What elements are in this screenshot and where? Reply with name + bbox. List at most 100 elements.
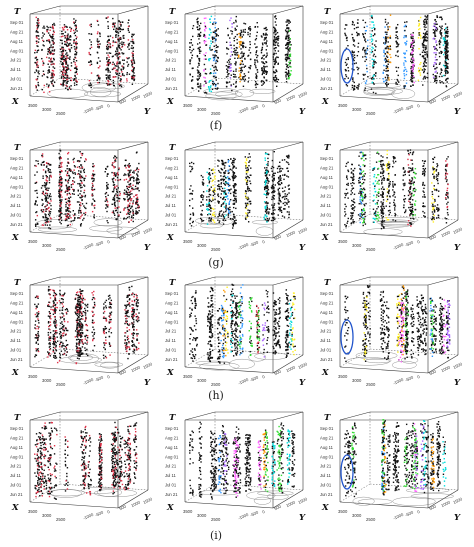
data-point <box>288 48 290 50</box>
data-point <box>215 66 217 68</box>
data-point <box>106 52 108 54</box>
data-point <box>433 214 435 217</box>
data-point <box>231 223 234 225</box>
data-point <box>245 218 247 221</box>
data-point <box>66 215 69 217</box>
data-point <box>352 39 354 41</box>
data-point <box>227 207 230 210</box>
data-point <box>380 201 382 203</box>
data-point <box>59 176 61 179</box>
data-point <box>229 70 231 72</box>
data-point <box>67 216 70 218</box>
data-point <box>123 218 125 220</box>
data-point <box>383 64 385 67</box>
data-point <box>35 165 37 167</box>
data-point <box>60 212 62 215</box>
data-point <box>240 75 242 77</box>
data-point <box>233 203 235 206</box>
data-point <box>433 218 435 220</box>
data-point <box>385 33 387 35</box>
data-point <box>117 179 119 182</box>
data-point <box>74 64 77 66</box>
data-point <box>432 168 435 171</box>
data-point <box>419 34 421 36</box>
data-point <box>36 19 39 22</box>
data-point <box>364 49 367 51</box>
data-point <box>37 84 39 86</box>
data-point <box>404 24 407 27</box>
data-point <box>409 186 412 188</box>
data-point <box>111 211 114 214</box>
data-point <box>225 207 227 209</box>
data-point <box>60 178 63 180</box>
data-point <box>435 23 437 25</box>
data-point <box>373 174 376 176</box>
data-point <box>220 183 222 185</box>
data-point <box>210 217 213 220</box>
data-point <box>445 62 448 64</box>
data-point <box>47 50 50 53</box>
data-point <box>68 185 70 188</box>
data-point <box>434 62 437 64</box>
data-point <box>60 190 62 192</box>
data-point <box>232 174 235 177</box>
data-point <box>50 176 52 178</box>
data-point <box>277 56 279 59</box>
data-point <box>384 18 387 21</box>
data-point <box>75 37 77 40</box>
data-point <box>375 62 377 64</box>
data-point <box>74 173 77 175</box>
data-point <box>361 209 363 212</box>
data-point <box>285 30 288 33</box>
data-point <box>225 180 227 183</box>
data-point <box>411 71 413 74</box>
data-point <box>373 168 375 170</box>
data-point <box>372 217 374 220</box>
data-point <box>53 49 56 51</box>
data-point <box>222 198 224 200</box>
data-point <box>227 209 230 211</box>
data-point <box>280 179 282 182</box>
data-point <box>76 73 78 75</box>
data-point <box>231 227 234 229</box>
data-point <box>440 68 442 70</box>
data-point <box>89 39 91 41</box>
data-point <box>278 187 281 189</box>
data-point <box>204 34 206 37</box>
data-point <box>381 193 384 196</box>
data-point <box>280 209 283 212</box>
data-point <box>73 181 76 183</box>
data-point <box>372 47 374 49</box>
data-point <box>426 54 428 56</box>
data-point <box>374 55 377 58</box>
data-point <box>128 44 130 46</box>
data-point <box>197 71 199 73</box>
data-point <box>413 63 415 65</box>
data-point <box>134 185 137 188</box>
data-point <box>388 175 390 177</box>
data-point <box>119 30 121 33</box>
data-point <box>36 58 39 61</box>
data-point <box>345 75 348 78</box>
data-point <box>230 66 232 69</box>
data-point <box>238 33 240 35</box>
data-point <box>192 48 195 51</box>
data-point <box>209 199 211 202</box>
data-point <box>288 57 291 60</box>
data-point <box>412 59 415 61</box>
data-point <box>261 48 263 50</box>
data-point <box>115 65 118 67</box>
data-point <box>106 74 108 76</box>
data-point <box>366 67 368 70</box>
data-point <box>58 189 61 191</box>
data-point <box>249 182 252 185</box>
data-point <box>205 81 207 84</box>
data-point <box>117 187 119 189</box>
data-point <box>118 40 120 42</box>
data-point <box>208 173 211 176</box>
data-point <box>271 219 273 222</box>
data-point <box>62 85 64 87</box>
data-point <box>191 79 194 81</box>
data-point <box>36 192 38 194</box>
data-point <box>265 186 267 189</box>
